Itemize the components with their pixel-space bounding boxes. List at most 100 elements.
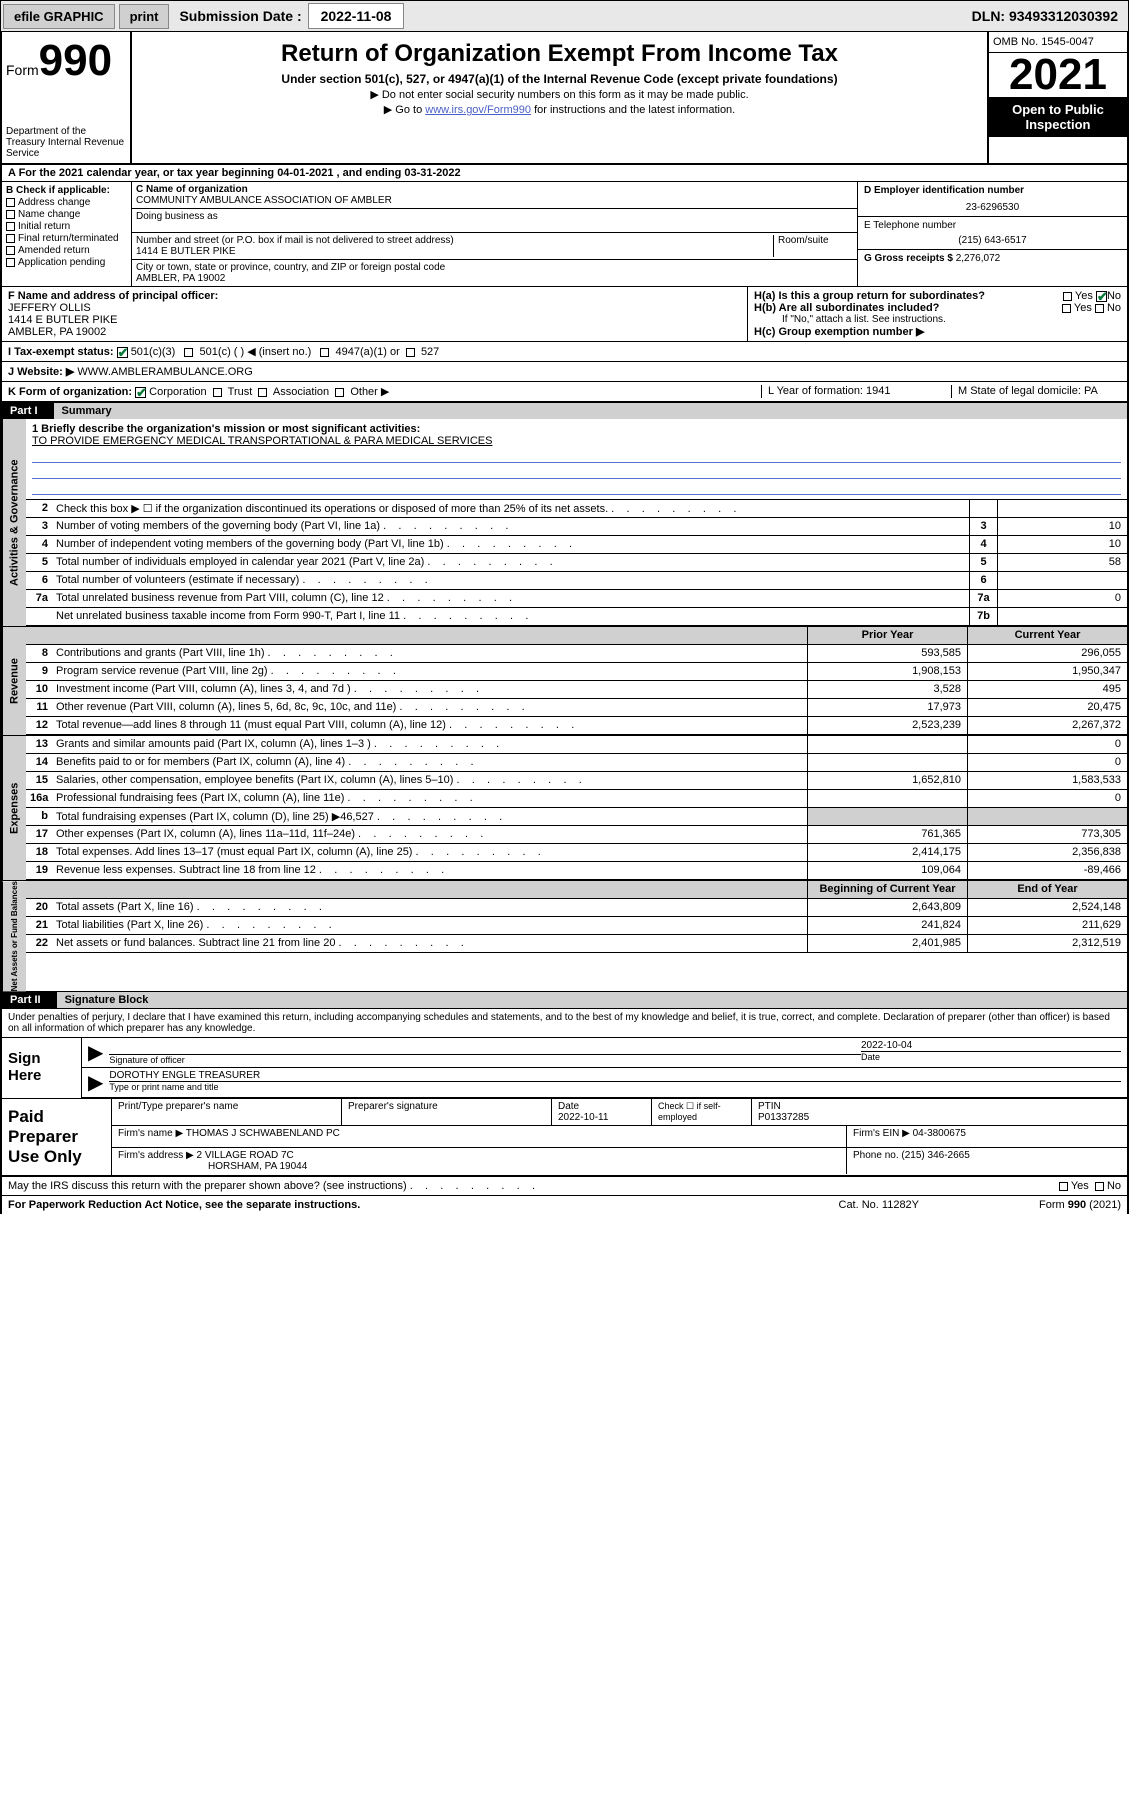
firm-addr1: 2 VILLAGE ROAD 7C [197, 1150, 294, 1161]
ha-group-return: H(a) Is this a group return for subordin… [754, 290, 1121, 302]
mission-text: TO PROVIDE EMERGENCY MEDICAL TRANSPORTAT… [32, 435, 1121, 447]
gov-row: 2Check this box ▶ ☐ if the organization … [26, 500, 1127, 518]
irs-discuss-row: May the IRS discuss this return with the… [0, 1177, 1129, 1196]
hc-group-exemption: H(c) Group exemption number ▶ [754, 325, 1121, 338]
data-row: 21Total liabilities (Part X, line 26)241… [26, 917, 1127, 935]
gov-row: 5Total number of individuals employed in… [26, 554, 1127, 572]
telephone-value: (215) 643-6517 [864, 231, 1121, 246]
footer-row: For Paperwork Reduction Act Notice, see … [0, 1196, 1129, 1214]
signature-section: Under penalties of perjury, I declare th… [0, 1008, 1129, 1177]
ptin: P01337285 [758, 1112, 1121, 1123]
city-state-zip: AMBLER, PA 19002 [136, 273, 853, 284]
cb-corporation-checked [135, 387, 146, 398]
submission-date: 2022-11-08 [308, 3, 405, 29]
gov-row: 3Number of voting members of the governi… [26, 518, 1127, 536]
hb-note: If "No," attach a list. See instructions… [754, 314, 1121, 325]
ein-label: D Employer identification number [864, 185, 1121, 196]
firm-name: THOMAS J SCHWABENLAND PC [186, 1128, 340, 1139]
side-label-revenue: Revenue [2, 627, 26, 735]
officer-addr1: 1414 E BUTLER PIKE [8, 314, 741, 326]
arrow-icon: ▶ [88, 1070, 103, 1095]
street-address: 1414 E BUTLER PIKE [136, 246, 773, 257]
officer-name: JEFFERY OLLIS [8, 302, 741, 314]
city-label: City or town, state or province, country… [136, 262, 853, 273]
data-row: 9Program service revenue (Part VIII, lin… [26, 663, 1127, 681]
row-k-lm: K Form of organization: Corporation Trus… [0, 382, 1129, 403]
data-row: 13Grants and similar amounts paid (Part … [26, 736, 1127, 754]
row-j-website: J Website: ▶ WWW.AMBLERAMBULANCE.ORG [0, 362, 1129, 382]
sign-date: 2022-10-04 [861, 1040, 1121, 1051]
cb-501c3-checked [117, 347, 128, 358]
org-name: COMMUNITY AMBULANCE ASSOCIATION OF AMBLE… [136, 195, 853, 206]
cb-application-pending[interactable]: Application pending [6, 257, 127, 268]
addr-label: Number and street (or P.O. box if mail i… [136, 235, 773, 246]
efile-badge: efile GRAPHIC [3, 4, 115, 29]
irs-link[interactable]: www.irs.gov/Form990 [425, 104, 531, 116]
tax-year: 2021 [989, 53, 1127, 97]
dept-label: Department of the Treasury Internal Reve… [6, 126, 126, 159]
preparer-sig-label: Preparer's signature [342, 1099, 552, 1125]
gov-row: Net unrelated business taxable income fr… [26, 608, 1127, 626]
gross-receipts-value: 2,276,072 [956, 253, 1001, 264]
perjury-declaration: Under penalties of perjury, I declare th… [2, 1009, 1127, 1038]
gov-row: 4Number of independent voting members of… [26, 536, 1127, 554]
cb-address-change[interactable]: Address change [6, 197, 127, 208]
cat-no: Cat. No. 11282Y [839, 1199, 920, 1211]
self-employed-check: Check ☐ if self-employed [652, 1099, 752, 1125]
col-d-ein-phone: D Employer identification number 23-6296… [857, 182, 1127, 286]
public-inspection: Open to Public Inspection [989, 97, 1127, 137]
form-header: Form990 Department of the Treasury Inter… [0, 32, 1129, 165]
sign-here-label: Sign Here [2, 1038, 82, 1098]
data-row: 20Total assets (Part X, line 16)2,643,80… [26, 899, 1127, 917]
year-formation: L Year of formation: 1941 [761, 385, 951, 398]
instruction-2: ▶ Go to www.irs.gov/Form990 for instruct… [140, 103, 979, 116]
form-title: Return of Organization Exempt From Incom… [140, 36, 979, 72]
governance-section: Activities & Governance 1 Briefly descri… [0, 419, 1129, 626]
paid-preparer-section: Paid Preparer Use Only Print/Type prepar… [2, 1098, 1127, 1175]
print-button[interactable]: print [119, 4, 170, 29]
revenue-section: Revenue Prior Year Current Year 8Contrib… [0, 626, 1129, 735]
firm-ein: 04-3800675 [913, 1128, 966, 1139]
gov-row: 7aTotal unrelated business revenue from … [26, 590, 1127, 608]
dln: DLN: 93493312030392 [972, 8, 1126, 24]
cb-amended[interactable]: Amended return [6, 245, 127, 256]
name-title-label: Type or print name and title [109, 1081, 1121, 1092]
cb-initial-return[interactable]: Initial return [6, 221, 127, 232]
preparer-name-label: Print/Type preparer's name [112, 1099, 342, 1125]
preparer-date: 2022-10-11 [558, 1112, 645, 1123]
data-row: 18Total expenses. Add lines 13–17 (must … [26, 844, 1127, 862]
dba-label: Doing business as [136, 211, 853, 222]
data-row: 8Contributions and grants (Part VIII, li… [26, 645, 1127, 663]
instruction-1: ▶ Do not enter social security numbers o… [140, 88, 979, 101]
officer-sig-label: Signature of officer [109, 1054, 861, 1065]
ein-value: 23-6296530 [864, 196, 1121, 213]
gross-receipts-label: G Gross receipts $ [864, 253, 953, 264]
side-label-netassets: Net Assets or Fund Balances [2, 881, 26, 991]
state-domicile: M State of legal domicile: PA [951, 385, 1121, 398]
data-row: 19Revenue less expenses. Subtract line 1… [26, 862, 1127, 880]
data-row: bTotal fundraising expenses (Part IX, co… [26, 808, 1127, 826]
data-row: 15Salaries, other compensation, employee… [26, 772, 1127, 790]
firm-phone: (215) 346-2665 [901, 1150, 969, 1161]
telephone-label: E Telephone number [864, 220, 1121, 231]
officer-addr2: AMBLER, PA 19002 [8, 326, 741, 338]
row-f-h: F Name and address of principal officer:… [0, 287, 1129, 342]
data-row: 12Total revenue—add lines 8 through 11 (… [26, 717, 1127, 735]
data-row: 17Other expenses (Part IX, column (A), l… [26, 826, 1127, 844]
cb-name-change[interactable]: Name change [6, 209, 127, 220]
section-bcd: B Check if applicable: Address change Na… [0, 182, 1129, 287]
netassets-header-row: Beginning of Current Year End of Year [26, 881, 1127, 899]
hb-subordinates: H(b) Are all subordinates included? Yes … [754, 302, 1121, 314]
part-2-header: Part II Signature Block [0, 992, 1129, 1008]
ha-no-checked [1096, 291, 1107, 302]
side-label-expenses: Expenses [2, 736, 26, 880]
side-label-governance: Activities & Governance [2, 419, 26, 626]
submission-label: Submission Date : [179, 8, 301, 24]
firm-addr2: HORSHAM, PA 19044 [118, 1161, 840, 1172]
form-word: Form [6, 62, 39, 78]
row-a-tax-year: A For the 2021 calendar year, or tax yea… [0, 165, 1129, 182]
data-row: 14Benefits paid to or for members (Part … [26, 754, 1127, 772]
cb-final-return[interactable]: Final return/terminated [6, 233, 127, 244]
pra-notice: For Paperwork Reduction Act Notice, see … [8, 1199, 360, 1211]
arrow-icon: ▶ [88, 1040, 103, 1065]
